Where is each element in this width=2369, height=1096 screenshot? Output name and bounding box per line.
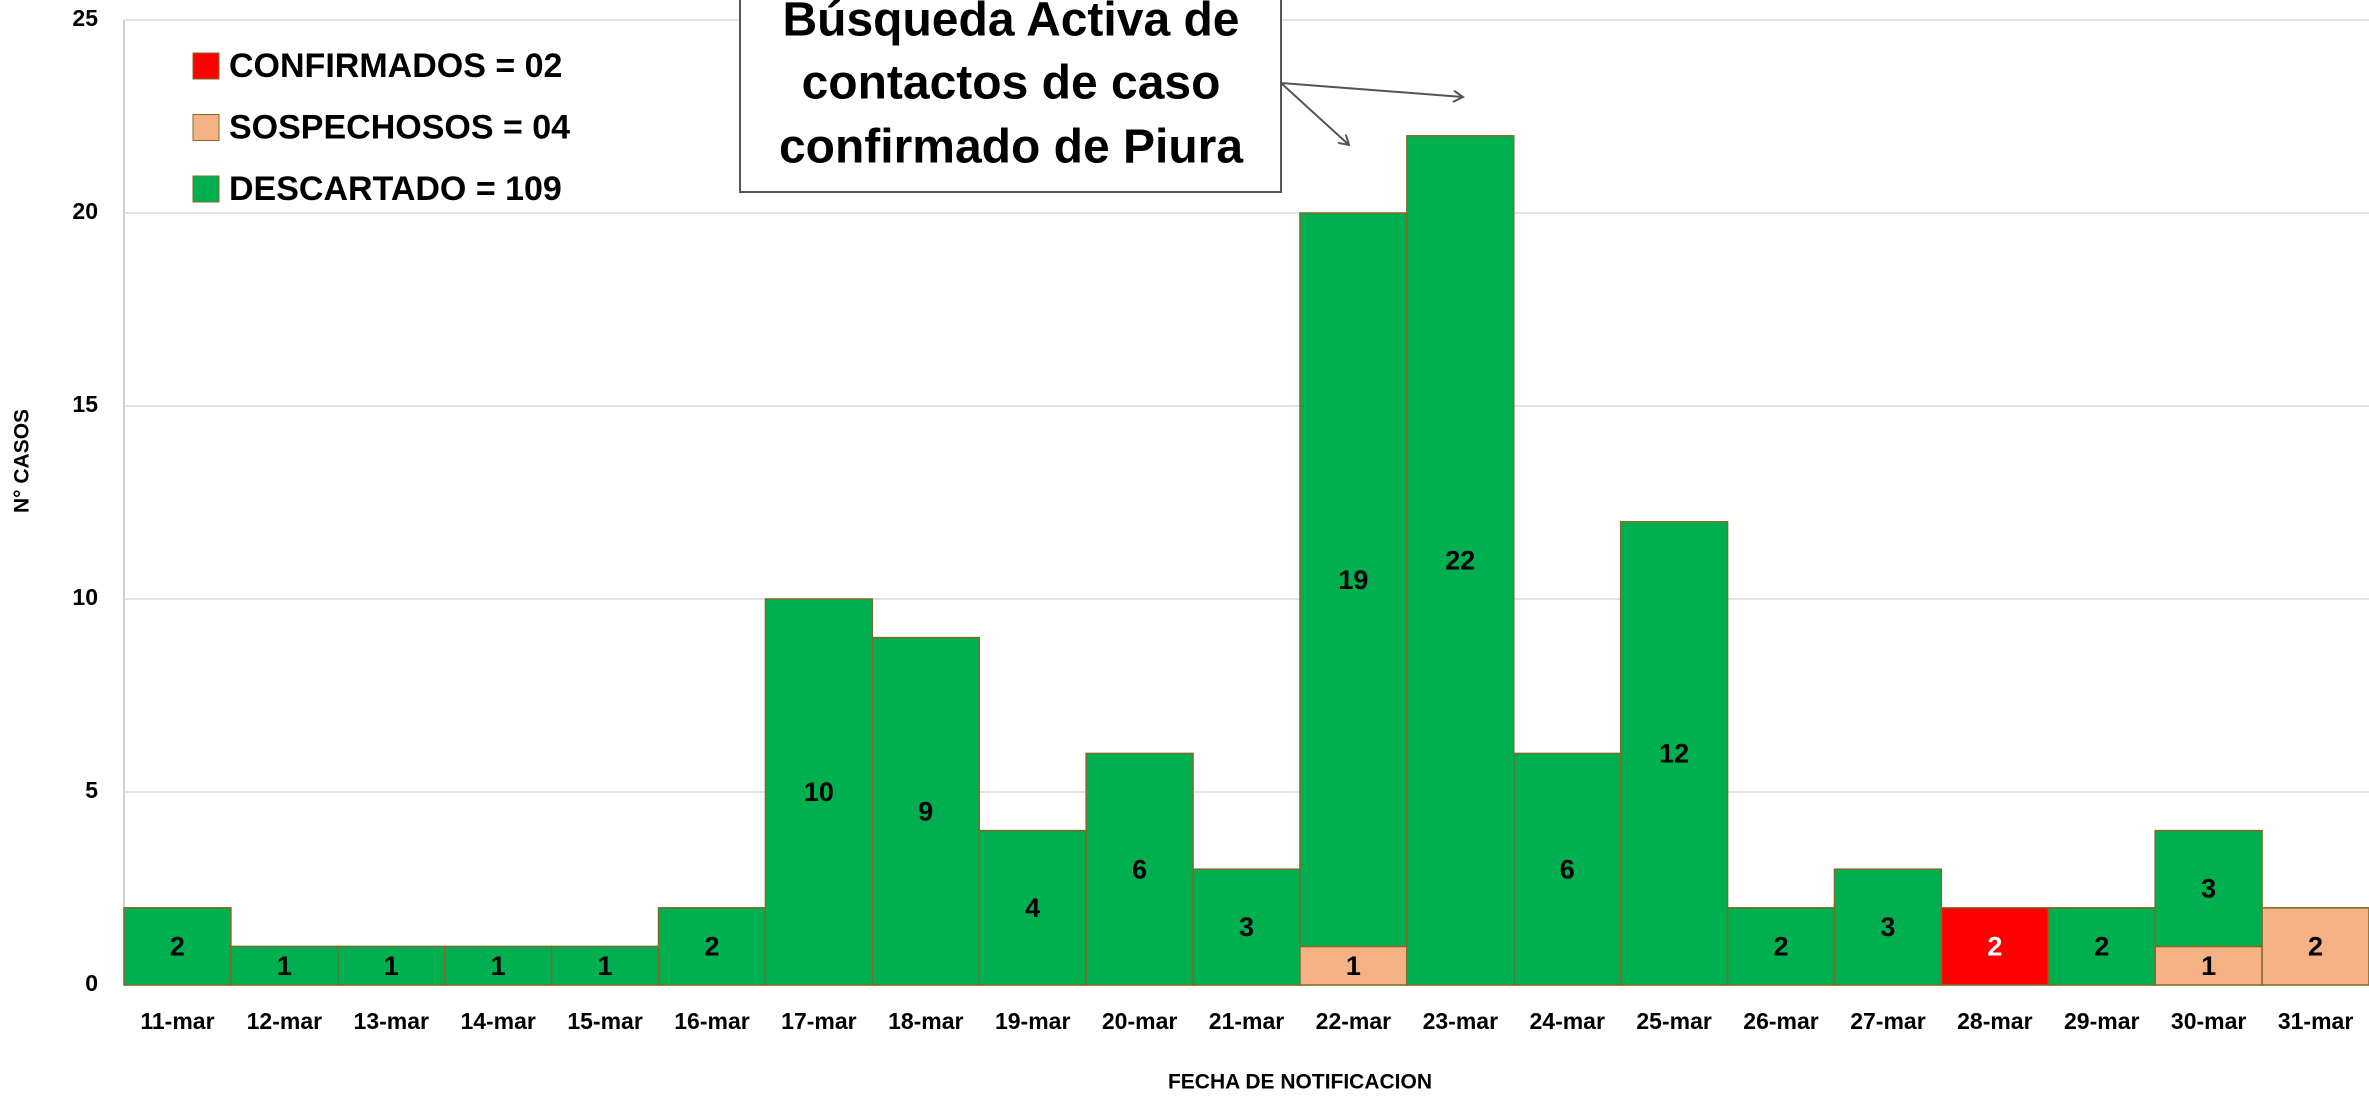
- bar-segment: [2047, 907, 2156, 986]
- x-tick-label: 17-mar: [781, 1008, 856, 1034]
- data-label: 1: [2201, 951, 2216, 981]
- x-tick-label: 13-mar: [354, 1008, 429, 1034]
- bar-segment: [1192, 868, 1301, 986]
- bar-segment: [2154, 945, 2263, 986]
- legend-label: SOSPECHOSOS = 04: [229, 108, 570, 146]
- data-label: 12: [1659, 739, 1689, 769]
- y-tick-label: 0: [85, 970, 98, 996]
- legend-label: CONFIRMADOS = 02: [229, 47, 562, 85]
- x-tick-label: 18-mar: [888, 1008, 963, 1034]
- data-label: 10: [804, 777, 834, 807]
- data-label: 2: [2094, 932, 2109, 962]
- data-label: 3: [2201, 874, 2216, 904]
- y-tick-label: 15: [72, 391, 98, 417]
- data-label: 1: [1346, 951, 1361, 981]
- data-label: 1: [277, 951, 292, 981]
- annotation-arrow: [1280, 82, 1349, 145]
- data-label: 19: [1338, 565, 1368, 595]
- data-label: 2: [2308, 932, 2323, 962]
- data-label: 2: [1774, 932, 1789, 962]
- y-tick-label: 5: [85, 777, 98, 803]
- x-axis-title: FECHA DE NOTIFICACION: [1168, 1071, 1432, 1094]
- x-tick-label: 27-mar: [1850, 1008, 1925, 1034]
- x-tick-label: 23-mar: [1423, 1008, 1498, 1034]
- legend-swatch: [192, 175, 220, 203]
- data-label: 3: [1880, 912, 1895, 942]
- data-label: 9: [918, 796, 933, 826]
- x-tick-label: 29-mar: [2064, 1008, 2139, 1034]
- bar-segment: [337, 945, 446, 986]
- legend-swatch: [192, 52, 220, 80]
- y-tick-label: 20: [72, 198, 98, 224]
- data-label: 22: [1445, 546, 1475, 576]
- bar-segment: [1833, 868, 1943, 986]
- x-tick-label: 28-mar: [1957, 1008, 2032, 1034]
- bar-segment: [978, 829, 1087, 986]
- data-label: 1: [491, 951, 506, 981]
- legend-swatch: [192, 114, 220, 141]
- bar-segment: [550, 945, 660, 986]
- bar-segment: [2154, 829, 2263, 948]
- bar-segment: [1513, 752, 1622, 986]
- x-tick-label: 19-mar: [995, 1008, 1070, 1034]
- x-tick-label: 11-mar: [140, 1008, 214, 1034]
- x-tick-label: 22-mar: [1316, 1008, 1391, 1034]
- x-tick-label: 25-mar: [1636, 1008, 1711, 1034]
- bar-segment: [871, 636, 980, 986]
- data-label: 1: [384, 951, 399, 981]
- annotation-line: Búsqueda Activa de: [782, 0, 1239, 47]
- legend-background: [174, 22, 598, 212]
- x-tick-label: 12-mar: [247, 1008, 322, 1034]
- bar-segment: [1726, 907, 1836, 986]
- bar-segment: [2261, 907, 2369, 986]
- data-label: 2: [704, 932, 719, 962]
- annotation-line: confirmado de Piura: [779, 121, 1243, 174]
- x-tick-label: 30-mar: [2171, 1008, 2246, 1034]
- bar-segment: [1085, 752, 1194, 986]
- legend-label: DESCARTADO = 109: [229, 170, 562, 208]
- bar-segment: [764, 598, 874, 986]
- y-tick-label: 25: [72, 5, 98, 31]
- data-label: 6: [1560, 854, 1575, 884]
- x-tick-label: 26-mar: [1743, 1008, 1818, 1034]
- data-label: 6: [1132, 854, 1147, 884]
- bar-segment: [123, 907, 232, 986]
- annotation-line: contactos de caso: [802, 57, 1221, 110]
- data-label: 4: [1025, 893, 1040, 923]
- data-label: 1: [598, 951, 613, 981]
- bars: [123, 135, 2369, 986]
- y-tick-label: 10: [72, 584, 98, 610]
- data-label: 2: [1987, 932, 2002, 962]
- bar-segment: [1299, 212, 1408, 948]
- x-tick-label: 15-mar: [567, 1008, 642, 1034]
- x-tick-label: 20-mar: [1102, 1008, 1177, 1034]
- annotation-arrow: [1280, 82, 1463, 97]
- bar-segment: [1299, 945, 1408, 986]
- legend: CONFIRMADOS = 02 SOSPECHOSOS = 04 DESCARTA…: [192, 47, 570, 208]
- bar-segment: [1406, 135, 1515, 986]
- x-tick-label: 21-mar: [1209, 1008, 1284, 1034]
- data-label: 2: [170, 932, 185, 962]
- data-label: 3: [1239, 912, 1254, 942]
- bar-segment: [1619, 521, 1729, 986]
- x-tick-label: 16-mar: [674, 1008, 749, 1034]
- annotation-box: [739, 0, 1282, 193]
- labels: 11-mar 2 12-mar 1 13-mar 1 14-mar 1 15-mar 1 16-ma…: [140, 546, 2353, 1035]
- x-tick-label: 24-mar: [1529, 1008, 1604, 1034]
- x-tick-label: 14-mar: [460, 1008, 535, 1034]
- x-tick-label: 31-mar: [2278, 1008, 2353, 1034]
- bar-segment: [1940, 907, 2050, 986]
- y-axis-title: N° CASOS: [11, 409, 34, 513]
